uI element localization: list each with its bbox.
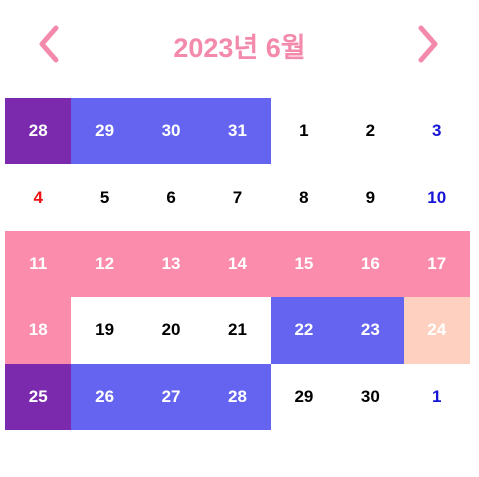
calendar-day-cell[interactable]: 30 [360, 386, 380, 406]
calendar-day-cell[interactable]: 17 [403, 230, 470, 298]
calendar-day-cell[interactable]: 28 [5, 98, 72, 165]
calendar-header: 2023년 6월 [0, 0, 479, 90]
calendar-day-cell[interactable]: 14 [204, 230, 271, 298]
calendar-day-cell[interactable]: 6 [166, 187, 176, 207]
calendar-day-cell[interactable]: 1 [432, 386, 442, 406]
calendar-day-cell[interactable]: 13 [137, 230, 205, 298]
calendar-day-cell[interactable]: 21 [228, 320, 247, 340]
calendar-day-cell[interactable]: 22 [270, 297, 338, 364]
calendar-day-cell[interactable]: 12 [71, 230, 138, 298]
calendar-grid: 28 29 30 31 1 2 3 4 5 6 7 8 9 10 11 12 13 14 15 16 17 18 19 20 2… [5, 98, 470, 430]
calendar-day-cell[interactable]: 16 [337, 230, 404, 298]
calendar-day-cell[interactable]: 20 [161, 320, 181, 340]
calendar-day-cell[interactable]: 23 [337, 297, 404, 364]
calendar-day-cell[interactable]: 3 [432, 121, 442, 141]
calendar-day-cell[interactable]: 28 [204, 363, 271, 430]
calendar-day-cell[interactable]: 29 [71, 98, 138, 165]
calendar-day-cell[interactable]: 11 [5, 230, 72, 298]
calendar-day-cell[interactable]: 10 [427, 187, 447, 207]
calendar-day-cell[interactable]: 24 [403, 297, 470, 364]
calendar-day-cell[interactable]: 9 [365, 187, 376, 207]
calendar-day-cell[interactable]: 7 [232, 187, 243, 207]
calendar-day-cell[interactable]: 1 [299, 121, 309, 141]
prev-month-button[interactable] [30, 22, 70, 66]
calendar-day-cell[interactable]: 29 [294, 386, 314, 406]
calendar-day-cell[interactable]: 27 [137, 363, 205, 430]
calendar-day-cell[interactable]: 18 [5, 297, 72, 364]
calendar-day-cell[interactable]: 26 [71, 363, 138, 430]
calendar-week-row: 4 5 6 7 8 9 10 [5, 164, 470, 230]
calendar-day-cell[interactable]: 4 [33, 187, 43, 207]
next-month-button[interactable] [407, 22, 447, 66]
calendar-day-cell[interactable]: 25 [5, 363, 72, 430]
calendar-day-cell[interactable]: 30 [137, 98, 205, 165]
chevron-right-icon [418, 25, 438, 63]
calendar-week-row: 25 26 27 28 29 30 1 [5, 363, 470, 430]
chevron-left-icon [39, 25, 59, 63]
month-title: 2023년 6월 [173, 33, 306, 63]
calendar-day-cell[interactable]: 5 [99, 187, 110, 207]
calendar-day-cell[interactable]: 31 [204, 98, 271, 165]
calendar-day-cell[interactable]: 19 [95, 320, 115, 340]
calendar-week-row: 18 19 20 21 22 23 24 [5, 297, 470, 364]
calendar-day-cell[interactable]: 2 [365, 121, 376, 141]
calendar-week-row: 28 29 30 31 1 2 3 [5, 98, 470, 165]
calendar-week-row: 11 12 13 14 15 16 17 [5, 230, 470, 298]
calendar-day-cell[interactable]: 8 [299, 187, 309, 207]
calendar-day-cell[interactable]: 15 [270, 230, 338, 298]
